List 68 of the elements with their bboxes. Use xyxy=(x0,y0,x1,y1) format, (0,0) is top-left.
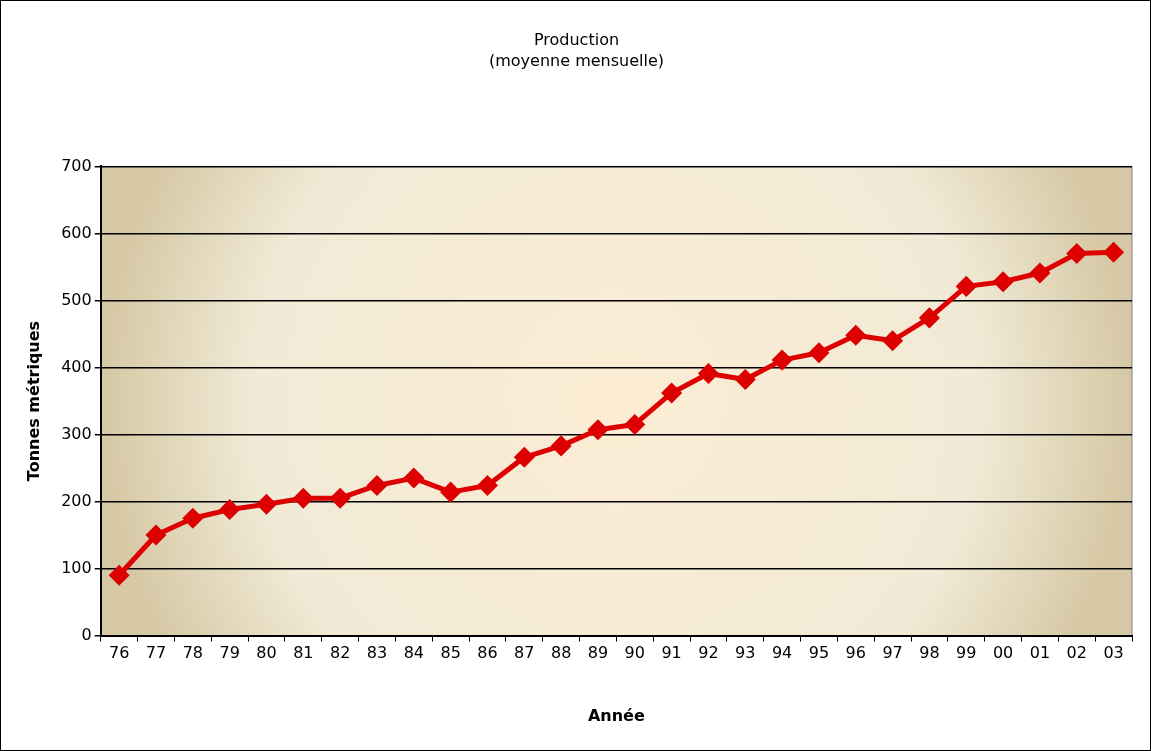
x-tick-label: 95 xyxy=(808,643,830,663)
x-tick-label: 01 xyxy=(1029,643,1051,663)
point xyxy=(367,475,387,495)
x-tick-label: 86 xyxy=(477,643,498,663)
point xyxy=(625,414,645,434)
x-tick-label: 87 xyxy=(514,643,535,663)
x-tick-label: 76 xyxy=(108,643,130,663)
point xyxy=(883,331,903,351)
x-tick-label: 89 xyxy=(587,643,609,663)
y-tick-label: 300 xyxy=(61,423,92,443)
point xyxy=(109,565,129,585)
point xyxy=(220,500,240,520)
point xyxy=(662,383,682,403)
x-tick-label: 88 xyxy=(550,643,572,663)
y-tick-label: 700 xyxy=(61,155,92,175)
x-tick-label: 93 xyxy=(735,643,756,663)
y-tick-label: 100 xyxy=(61,557,92,577)
y-tick-label: 400 xyxy=(61,356,92,376)
point xyxy=(809,343,829,363)
x-tick-label: 03 xyxy=(1103,643,1124,663)
x-tick-label: 85 xyxy=(440,643,461,663)
point xyxy=(735,370,755,390)
x-tick-label: 81 xyxy=(293,643,314,663)
x-tick-label: 80 xyxy=(256,643,277,663)
x-tick-label: 96 xyxy=(845,643,866,663)
x-tick-label: 98 xyxy=(919,643,940,663)
point xyxy=(1030,263,1050,283)
point xyxy=(1104,242,1124,262)
x-tick-label: 84 xyxy=(403,643,424,663)
point xyxy=(330,488,350,508)
point xyxy=(293,488,313,508)
point xyxy=(183,508,203,528)
point xyxy=(588,420,608,440)
x-tick-label: 91 xyxy=(661,643,682,663)
point xyxy=(846,325,866,345)
point xyxy=(256,494,276,514)
point xyxy=(477,475,497,495)
y-tick-label: 600 xyxy=(61,222,92,242)
y-axis-title: Tonnes métriques xyxy=(23,320,43,482)
point xyxy=(772,350,792,370)
point xyxy=(514,447,534,467)
point xyxy=(404,468,424,488)
x-tick-label: 79 xyxy=(219,643,240,663)
x-tick-label: 77 xyxy=(145,643,167,663)
x-tick-label: 83 xyxy=(366,643,388,663)
x-tick-label: 92 xyxy=(698,643,719,663)
x-tick-label: 78 xyxy=(182,643,203,663)
x-tick-label: 90 xyxy=(624,643,645,663)
point xyxy=(551,436,571,456)
point xyxy=(993,272,1013,292)
point xyxy=(441,482,461,502)
point xyxy=(956,276,976,296)
point xyxy=(698,364,718,384)
x-tick-label: 99 xyxy=(956,643,977,663)
x-tick-label: 02 xyxy=(1066,643,1087,663)
x-tick-label: 00 xyxy=(992,643,1014,663)
y-tick-label: 500 xyxy=(61,289,92,309)
point xyxy=(919,308,939,328)
chart-subtitle: (moyenne mensuelle) xyxy=(488,50,665,70)
y-tick-label: 200 xyxy=(61,490,92,510)
x-tick-label: 94 xyxy=(771,643,793,663)
x-axis-title: Année xyxy=(587,705,645,725)
x-tick-label: 97 xyxy=(882,643,903,663)
point xyxy=(1067,244,1087,264)
point xyxy=(146,525,166,545)
chart-title: Production xyxy=(533,29,620,49)
y-tick-label: 0 xyxy=(81,624,92,644)
x-tick-label: 82 xyxy=(329,643,351,663)
